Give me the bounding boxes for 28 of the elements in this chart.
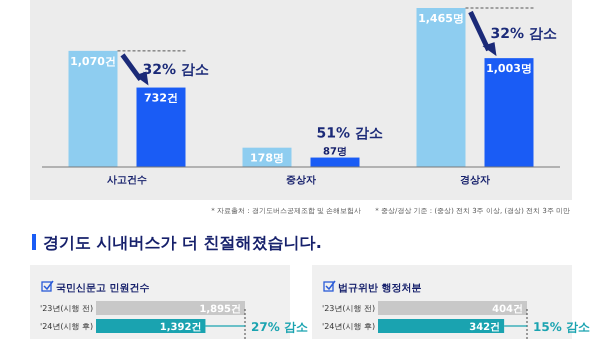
text: 15% 감소 [533,320,590,334]
y-tick-label: '24년(시행 후) [40,322,94,331]
chart-title: 법규위반 행정처분 [338,283,422,294]
data-label: 1,465명 [418,12,464,25]
bar [136,88,186,167]
bar [484,58,534,167]
text: 경기도 시내버스가 더 친절해졌습니다. [43,233,322,252]
y-tick-label: '23년(시행 전) [322,304,376,313]
x-tick-label: 경상자 [460,175,490,186]
data-label: 1,003명 [486,62,532,76]
bar [416,8,466,167]
y-tick-label: '24년(시행 후) [322,322,376,331]
bar [68,50,118,167]
annotation: 51% 감소 [316,126,383,142]
bar [310,158,360,167]
x-tick-label: 사고건수 [107,175,147,186]
annotation: 32% 감소 [490,26,557,42]
data-label: 732건 [144,92,178,105]
data-label: 342건 [469,322,500,333]
x-tick-label: 중상자 [286,175,316,186]
data-label: 87명 [323,146,347,158]
annotation: 32% 감소 [142,62,209,78]
y-tick-label: '23년(시행 전) [40,304,94,313]
data-label: 1,070건 [70,54,116,68]
text: 27% 감소 [251,320,308,334]
data-label: 178명 [250,152,284,165]
data-label: 1,392건 [160,322,202,333]
chart-title: 국민신문고 민원건수 [56,283,150,294]
